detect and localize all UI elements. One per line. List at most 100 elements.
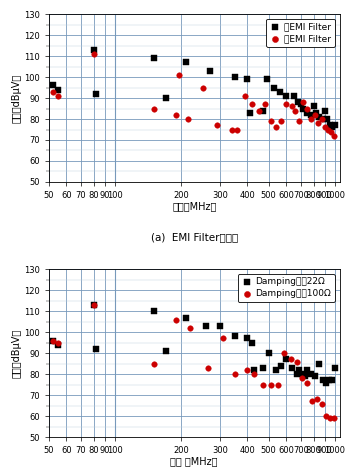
無EMI Filter <box>329 124 335 131</box>
X-axis label: 頻率 （MHz）: 頻率 （MHz） <box>170 456 218 467</box>
有EMI Filter <box>292 107 298 114</box>
有EMI Filter <box>268 118 273 125</box>
無EMI Filter <box>283 92 289 100</box>
有EMI Filter <box>322 124 328 131</box>
有EMI Filter <box>273 124 279 131</box>
有EMI Filter <box>55 92 61 100</box>
有EMI Filter <box>234 126 240 133</box>
Damping電阿22Ω <box>232 333 237 340</box>
Damping電阿22Ω <box>91 301 97 309</box>
Damping電阿22Ω <box>252 366 257 374</box>
Damping電阿100Ω <box>294 358 300 365</box>
有EMI Filter <box>319 115 324 123</box>
有EMI Filter <box>328 128 334 135</box>
Damping電阿100Ω <box>304 379 310 386</box>
Damping電阿100Ω <box>260 381 266 388</box>
Damping電阿22Ω <box>312 373 317 380</box>
有EMI Filter <box>174 111 179 118</box>
有EMI Filter <box>283 101 289 108</box>
無EMI Filter <box>324 115 330 123</box>
Damping電阿22Ω <box>273 366 279 374</box>
Damping電阿22Ω <box>278 362 284 369</box>
Damping電阿22Ω <box>55 341 61 349</box>
有EMI Filter <box>229 126 235 133</box>
Damping電阿100Ω <box>288 356 294 363</box>
有EMI Filter <box>325 126 331 133</box>
無EMI Filter <box>313 109 319 117</box>
有EMI Filter <box>262 101 268 108</box>
Damping電阿22Ω <box>260 364 266 372</box>
Damping電阿22Ω <box>323 379 329 386</box>
Damping電阿22Ω <box>302 373 308 380</box>
Damping電阿22Ω <box>326 376 332 384</box>
Damping電阿22Ω <box>245 335 250 342</box>
Damping電阿100Ω <box>309 398 315 405</box>
有EMI Filter <box>308 115 314 123</box>
Damping電阿100Ω <box>327 415 333 422</box>
Y-axis label: 電壓（dBμV）: 電壓（dBμV） <box>11 329 21 378</box>
Damping電阿22Ω <box>308 370 314 378</box>
Damping電阿100Ω <box>319 400 324 407</box>
Damping電阿100Ω <box>55 339 61 346</box>
Damping電阿22Ω <box>249 339 255 346</box>
Damping電阿22Ω <box>299 370 305 378</box>
無EMI Filter <box>291 92 296 100</box>
無EMI Filter <box>320 115 326 123</box>
無EMI Filter <box>232 73 237 81</box>
無EMI Filter <box>277 88 282 95</box>
Damping電阿22Ω <box>217 322 223 329</box>
Damping電阿22Ω <box>50 337 56 345</box>
有EMI Filter <box>301 99 306 106</box>
無EMI Filter <box>183 59 189 66</box>
有EMI Filter <box>312 111 317 118</box>
無EMI Filter <box>151 55 157 62</box>
Damping電阿100Ω <box>331 415 337 422</box>
無EMI Filter <box>322 107 328 114</box>
無EMI Filter <box>264 75 270 83</box>
Damping電阿100Ω <box>299 375 305 382</box>
有EMI Filter <box>297 118 302 125</box>
有EMI Filter <box>242 92 248 100</box>
有EMI Filter <box>176 71 182 78</box>
有EMI Filter <box>331 132 337 140</box>
無EMI Filter <box>245 75 250 83</box>
Text: (a)  EMI Filter的影響: (a) EMI Filter的影響 <box>150 232 238 243</box>
Damping電阿100Ω <box>50 337 56 345</box>
Damping電阿100Ω <box>174 316 179 323</box>
有EMI Filter <box>289 102 295 110</box>
無EMI Filter <box>163 94 169 102</box>
Damping電阿22Ω <box>329 376 335 384</box>
Damping電阿100Ω <box>232 370 237 378</box>
有EMI Filter <box>304 105 310 112</box>
有EMI Filter <box>214 122 219 129</box>
無EMI Filter <box>93 90 99 98</box>
無EMI Filter <box>295 99 301 106</box>
Damping電阿100Ω <box>220 335 226 342</box>
有EMI Filter <box>249 101 255 108</box>
無EMI Filter <box>316 113 322 121</box>
無EMI Filter <box>247 109 253 117</box>
Damping電阿22Ω <box>203 322 209 329</box>
有EMI Filter <box>91 50 97 58</box>
Damping電阿22Ω <box>320 376 326 384</box>
Damping電阿100Ω <box>188 324 193 332</box>
Damping電阿100Ω <box>151 360 157 368</box>
無EMI Filter <box>301 105 306 112</box>
Damping電阿100Ω <box>314 396 320 403</box>
Damping電阿22Ω <box>151 307 157 315</box>
Damping電阿22Ω <box>163 347 169 355</box>
無EMI Filter <box>260 107 266 114</box>
無EMI Filter <box>304 109 310 117</box>
有EMI Filter <box>278 118 284 125</box>
Damping電阿22Ω <box>294 370 300 378</box>
無EMI Filter <box>327 122 333 129</box>
Damping電阿100Ω <box>205 364 211 372</box>
X-axis label: 頻率（MHz）: 頻率（MHz） <box>172 201 216 212</box>
無EMI Filter <box>311 102 316 110</box>
無EMI Filter <box>332 122 338 129</box>
Damping電阿22Ω <box>289 364 295 372</box>
Damping電阿22Ω <box>266 349 272 357</box>
Legend: 無EMI Filter, 有EMI Filter: 無EMI Filter, 有EMI Filter <box>266 19 335 47</box>
Legend: Damping電阿22Ω, Damping電阿100Ω: Damping電阿22Ω, Damping電阿100Ω <box>238 274 335 302</box>
Damping電阿22Ω <box>93 345 99 352</box>
